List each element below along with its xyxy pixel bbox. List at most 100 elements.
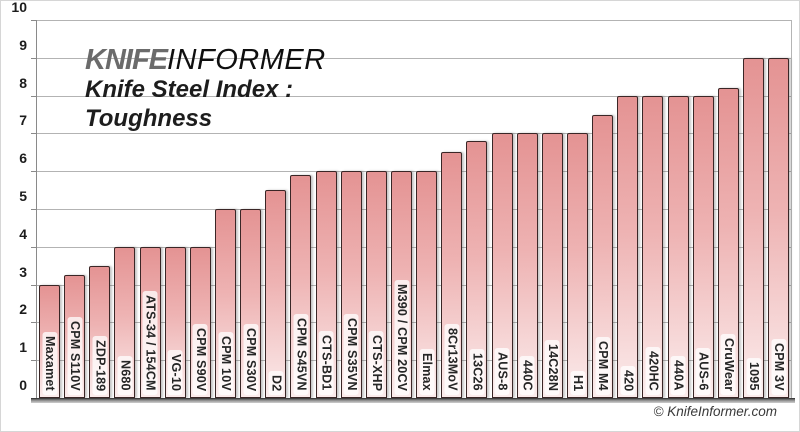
bar-label: CPM 3V — [771, 339, 787, 395]
gridline-9 — [37, 57, 791, 59]
bar-label: H1 — [570, 370, 586, 395]
chart-title-line1: Knife Steel Index : — [85, 76, 294, 103]
bar-slot: CruWear — [716, 20, 741, 398]
y-axis-label-8: 8 — [19, 74, 27, 91]
y-axis-label-9: 9 — [19, 36, 27, 53]
bar-label: CTS-BD1 — [318, 331, 334, 395]
brand-logo: KNIFEINFORMER — [85, 45, 326, 75]
bar: VG-10 — [164, 246, 186, 398]
bar: 14C28N — [541, 133, 563, 398]
y-tick-9 — [31, 57, 37, 59]
bar: CPM S30V — [240, 209, 262, 398]
y-tick-3 — [31, 284, 37, 286]
bar-slot: AUS-6 — [691, 20, 716, 398]
bar: CPM 10V — [215, 209, 237, 398]
bar-label: CruWear — [720, 333, 736, 395]
x-axis-baseline — [31, 398, 795, 403]
bar: CPM S35VN — [340, 171, 362, 398]
bar: CPM 3V — [768, 57, 790, 398]
bar: 440A — [667, 95, 689, 398]
bar-slot: ATS-34 / 154CM — [138, 20, 163, 398]
y-tick-6 — [31, 171, 37, 173]
bar-label: 440A — [670, 356, 686, 395]
y-axis-label-2: 2 — [19, 301, 27, 318]
gridline-7 — [37, 133, 791, 135]
bar-label: 1095 — [746, 358, 761, 395]
bar: 8Cr13MoV — [441, 152, 463, 398]
bar: CruWear — [717, 88, 739, 398]
bar: ZDP-189 — [89, 265, 111, 398]
bar-slot: H1 — [565, 20, 590, 398]
bars: Maxamet CPM S110V ZDP-189 N680 ATS-34 / 154C… — [37, 20, 791, 398]
bar-label: D2 — [268, 370, 284, 395]
bar: H1 — [567, 133, 589, 398]
y-axis-label-4: 4 — [19, 225, 27, 242]
y-tick-7 — [31, 133, 37, 135]
bar-slot: 440C — [515, 20, 540, 398]
bar-slot: Elmax — [414, 20, 439, 398]
gridline-4 — [37, 246, 791, 248]
bar-slot: Maxamet — [37, 20, 62, 398]
bar: 420 — [617, 95, 639, 398]
gridline-8 — [37, 95, 791, 97]
bar-label: 420HC — [645, 347, 661, 395]
bar-slot: CPM M4 — [590, 20, 615, 398]
bar: CTS-XHP — [365, 171, 387, 398]
bar-label: M390 / CPM 20CV — [394, 279, 410, 395]
y-axis-label-3: 3 — [19, 263, 27, 280]
bar-label: Elmax — [419, 349, 435, 395]
bar-label: CPM S30V — [243, 323, 259, 395]
bar: CPM S45VN — [290, 174, 312, 398]
bar: CTS-BD1 — [315, 171, 337, 398]
bar-slot: CPM S45VN — [288, 20, 313, 398]
y-axis-label-7: 7 — [19, 112, 27, 129]
gridline-1 — [37, 360, 791, 362]
bar-slot: VG-10 — [163, 20, 188, 398]
bar-slot: 8Cr13MoV — [439, 20, 464, 398]
bar-slot: 440A — [666, 20, 691, 398]
bar-label: ATS-34 / 154CM — [142, 291, 158, 395]
bar-label: AUS-6 — [695, 348, 711, 395]
bar: CPM S110V — [64, 275, 86, 398]
y-axis-label-10: 10 — [11, 0, 27, 15]
bar: AUS-6 — [692, 95, 714, 398]
bar: N680 — [114, 246, 136, 398]
bar: AUS-8 — [491, 133, 513, 398]
y-axis-label-5: 5 — [19, 188, 27, 204]
bar: 420HC — [642, 95, 664, 398]
bar-label: VG-10 — [167, 349, 183, 395]
bar-label: 420 — [620, 365, 636, 395]
bar-label: ZDP-189 — [92, 335, 108, 395]
bar-label: CPM 10V — [218, 332, 234, 395]
plot-area: 0 1 2 3 4 5 6 7 8 9 10 Maxamet CPM S110V ZDP-189 N680… — [11, 1, 792, 399]
chart-title-line2: Toughness — [85, 105, 213, 132]
y-tick-10 — [31, 20, 37, 21]
y-axis-label-0: 0 — [19, 377, 27, 393]
bar-label: CPM S110V — [67, 317, 83, 395]
bar-slot: AUS-8 — [490, 20, 515, 398]
bar-slot: 14C28N — [540, 20, 565, 398]
bar-slot: CPM S35VN — [339, 20, 364, 398]
bar-slot: CPM S90V — [188, 20, 213, 398]
bar: Elmax — [416, 171, 438, 398]
bar-label: Maxamet — [42, 332, 58, 395]
bar: CPM M4 — [592, 114, 614, 398]
brand-logo-knife: KNIFE — [85, 44, 168, 76]
chart-header: KNIFEINFORMER Knife Steel Index : Toughn… — [85, 45, 326, 133]
brand-logo-informer: INFORMER — [167, 44, 326, 76]
gridline-3 — [37, 284, 791, 286]
bar-slot: CTS-BD1 — [314, 20, 339, 398]
bar-slot: 1095 — [741, 20, 766, 398]
bar-slot: CPM S30V — [238, 20, 263, 398]
bar-slot: 420 — [615, 20, 640, 398]
y-tick-2 — [31, 322, 37, 324]
y-tick-5 — [31, 209, 37, 210]
y-tick-8 — [31, 95, 37, 97]
bar-label: 14C28N — [544, 339, 560, 395]
gridline-2 — [37, 322, 791, 324]
bar: 1095 — [743, 57, 764, 398]
bar-slot: D2 — [263, 20, 288, 398]
gridline-10 — [37, 20, 791, 21]
bar-label: CPM S90V — [192, 323, 208, 395]
